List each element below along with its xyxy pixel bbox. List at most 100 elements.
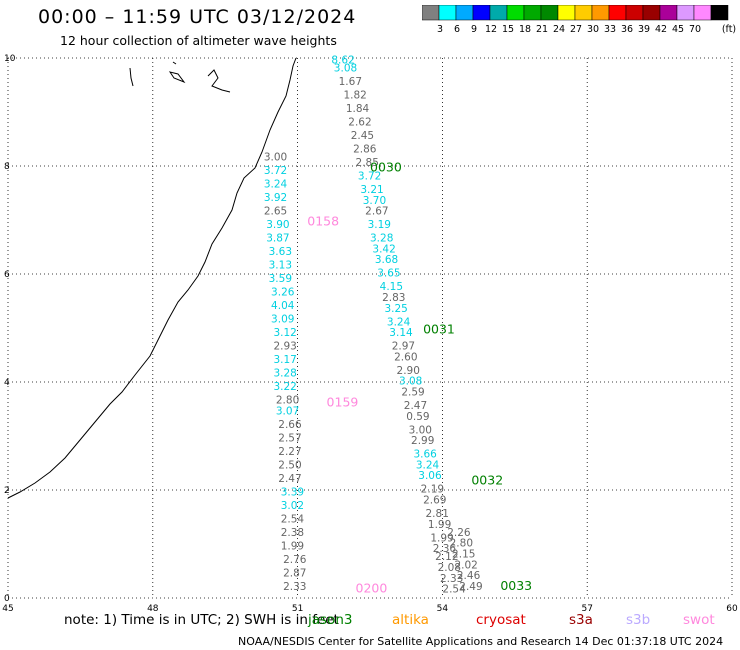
wave-height-value: 3.26 bbox=[271, 287, 295, 299]
wave-height-value: 3.06 bbox=[418, 470, 442, 482]
wave-height-value: 3.39 bbox=[281, 486, 304, 498]
wave-height-value: 2.54 bbox=[442, 584, 466, 596]
wave-height-value: 2.27 bbox=[278, 446, 301, 458]
coastline bbox=[7, 57, 297, 499]
wave-height-value: 1.99 bbox=[281, 540, 304, 552]
wave-height-value: 3.24 bbox=[264, 179, 288, 191]
wave-height-value: 3.17 bbox=[273, 354, 296, 366]
altimeter-pass: 2.262.802.152.022.462.49 0032 bbox=[447, 473, 503, 593]
pass-time-label: 0030 bbox=[370, 159, 402, 174]
wave-height-value: 2.36 bbox=[433, 543, 457, 555]
wave-height-value: 3.68 bbox=[375, 254, 398, 266]
wave-height-value: 2.26 bbox=[447, 527, 471, 539]
wave-height-value: 2.12 bbox=[435, 551, 458, 563]
color-scale-label: 18 bbox=[519, 24, 531, 35]
wave-height-value: 3.65 bbox=[377, 268, 400, 280]
wave-height-value: 2.90 bbox=[397, 365, 420, 377]
wave-height-value: 3.92 bbox=[264, 192, 287, 204]
wave-height-value: 8.62 bbox=[331, 54, 354, 66]
wave-height-value: 2.93 bbox=[273, 341, 296, 353]
wave-height-value: 3.87 bbox=[266, 233, 289, 245]
altimeter-pass: 0200 bbox=[356, 581, 388, 596]
wave-height-value: 3.14 bbox=[389, 327, 413, 339]
wave-height-value: 3.19 bbox=[368, 219, 391, 231]
latitude-tick-label: 6 bbox=[4, 270, 10, 280]
wave-height-value: 3.24 bbox=[416, 459, 440, 471]
wave-height-value: 2.87 bbox=[283, 567, 306, 579]
wave-height-value: 2.33 bbox=[283, 581, 306, 593]
altimeter-tracks: 8.623.081.671.821.842.622.452.862.853.72… bbox=[264, 54, 532, 595]
pass-time-label: 0033 bbox=[500, 578, 532, 593]
wave-height-value: 3.08 bbox=[399, 376, 422, 388]
wave-height-value: 3.28 bbox=[370, 233, 393, 245]
wave-height-value: 3.13 bbox=[269, 260, 292, 272]
latitude-tick-label: 0 bbox=[4, 594, 10, 604]
wave-height-value: 2.45 bbox=[351, 130, 374, 142]
wave-height-value: 2.62 bbox=[348, 117, 371, 129]
wave-height-value: 4.15 bbox=[380, 281, 403, 293]
satellite-legend-jason3: jason3 bbox=[308, 612, 353, 628]
wave-height-value: 3.24 bbox=[387, 316, 411, 328]
color-scale-label: 24 bbox=[553, 24, 565, 35]
altimeter-pass: 3.003.72 3.243.92 2.653.90 3.873.63 3.133.59… bbox=[264, 152, 339, 353]
color-scale-label: 12 bbox=[485, 24, 497, 35]
altimeter-pass: 0031 bbox=[423, 321, 455, 336]
wave-height-value: 3.28 bbox=[273, 368, 296, 380]
color-scale-label: 39 bbox=[638, 24, 650, 35]
satellite-legend-altika: altika bbox=[392, 612, 429, 628]
color-scale-label: 3 bbox=[437, 24, 443, 35]
altimeter-pass: 0033 bbox=[500, 578, 532, 593]
satellite-legend-cryosat: cryosat bbox=[476, 612, 526, 628]
wave-height-value: 2.85 bbox=[356, 157, 379, 169]
longitude-tick-label: 57 bbox=[581, 604, 592, 612]
latitude-tick-label: 8 bbox=[4, 162, 10, 172]
wave-height-value: 3.63 bbox=[269, 246, 292, 258]
wave-height-value: 1.99 bbox=[430, 532, 453, 544]
footer-note: note: 1) Time is in UTC; 2) SWH is in fe… bbox=[64, 612, 339, 628]
wave-height-value: 2.60 bbox=[394, 351, 417, 363]
wave-height-value: 2.47 bbox=[404, 400, 427, 412]
color-scale-label: 33 bbox=[604, 24, 616, 35]
longitude-tick-label: 54 bbox=[437, 604, 449, 612]
color-scale-label: 30 bbox=[587, 24, 599, 35]
wave-height-value: 2.59 bbox=[401, 387, 424, 399]
wave-height-value: 4.04 bbox=[271, 300, 295, 312]
wave-height-value: 2.57 bbox=[278, 432, 301, 444]
map-title: 00:00 – 11:59 UTC 03/12/2024 bbox=[38, 6, 357, 28]
color-scale-label: 15 bbox=[502, 24, 514, 35]
wave-height-value: 3.66 bbox=[413, 449, 437, 461]
credit-line: NOAA/NESDIS Center for Satellite Applica… bbox=[238, 635, 724, 648]
wave-height-value: 0.59 bbox=[406, 411, 429, 423]
color-scale-label: 45 bbox=[672, 24, 684, 35]
wave-height-value: 2.83 bbox=[382, 292, 405, 304]
wave-height-value: 2.47 bbox=[278, 473, 301, 485]
wave-height-value: 3.07 bbox=[276, 405, 299, 417]
color-scale-label: 21 bbox=[536, 24, 548, 35]
wave-height-value: 1.82 bbox=[343, 90, 366, 102]
wave-height-value: 2.02 bbox=[454, 559, 477, 571]
longitude-tick-label: 45 bbox=[2, 604, 13, 612]
altimeter-pass: 8.623.081.671.821.842.622.452.862.853.72… bbox=[331, 54, 466, 595]
color-scale-label: 6 bbox=[454, 24, 460, 35]
latitude-tick-label: 2 bbox=[4, 486, 10, 496]
color-swatch bbox=[710, 5, 729, 21]
wave-height-value: 2.33 bbox=[440, 573, 463, 585]
wave-height-value: 1.84 bbox=[346, 103, 370, 115]
latitude-tick-label: 10 bbox=[4, 54, 16, 64]
wave-height-value: 3.21 bbox=[360, 184, 383, 196]
wave-height-value: 3.12 bbox=[273, 327, 296, 339]
longitude-tick-label: 48 bbox=[147, 604, 159, 612]
color-scale-label: 36 bbox=[621, 24, 633, 35]
color-scale-label: 9 bbox=[471, 24, 477, 35]
wave-height-value: 3.70 bbox=[363, 195, 386, 207]
wave-height-value: 2.80 bbox=[450, 538, 473, 550]
wave-height-value: 2.67 bbox=[365, 206, 388, 218]
wave-height-value: 3.59 bbox=[269, 273, 292, 285]
latitude-ticks: 0 2 4 6 8 10 bbox=[4, 54, 16, 604]
wave-height-value: 3.72 bbox=[358, 171, 381, 183]
wave-height-value: 2.99 bbox=[411, 435, 434, 447]
satellite-legend-s3b: s3b bbox=[626, 612, 651, 628]
coast-islands bbox=[129, 61, 231, 93]
wave-height-value: 3.42 bbox=[372, 243, 395, 255]
